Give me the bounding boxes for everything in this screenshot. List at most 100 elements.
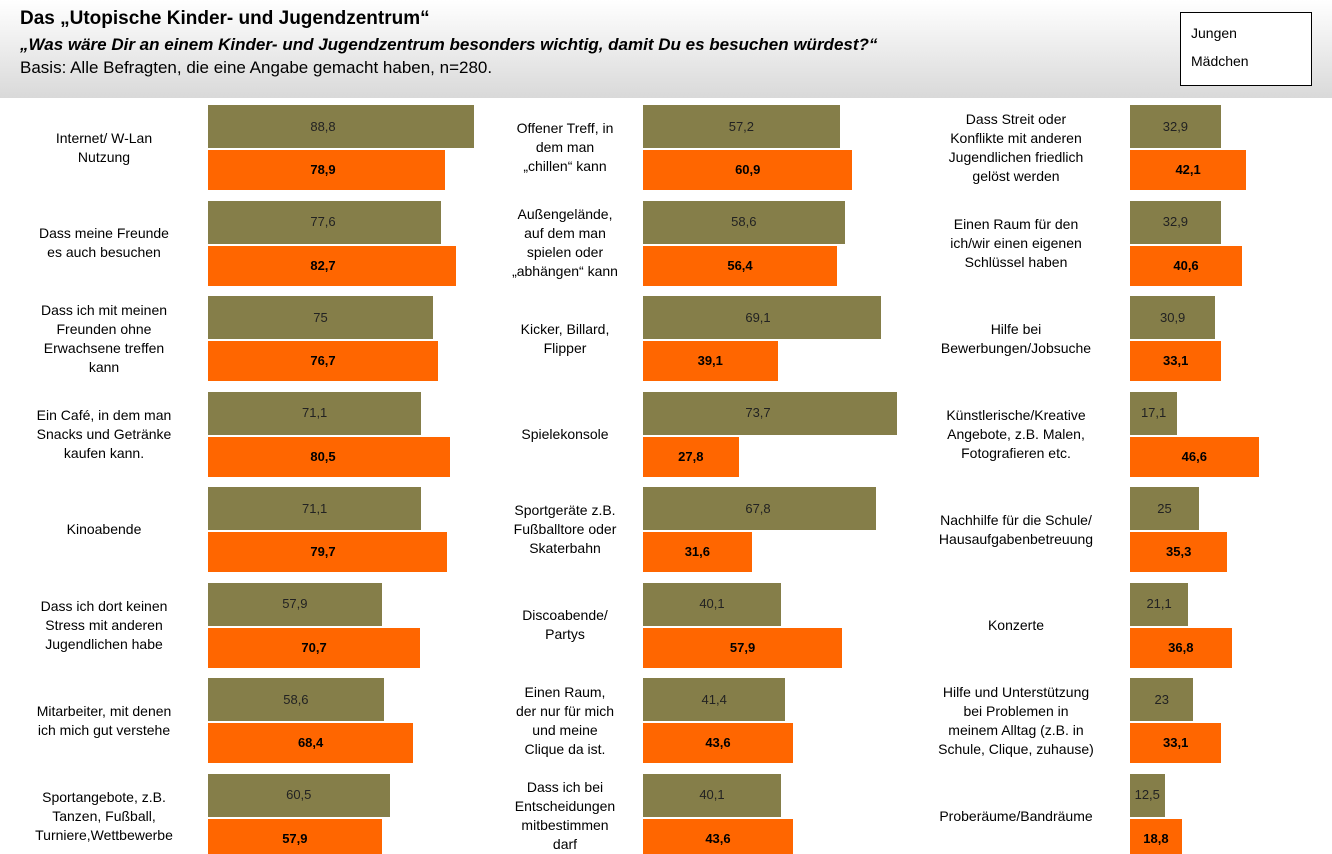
bar — [1130, 296, 1216, 339]
value-label: 27,8 — [678, 448, 704, 464]
bar — [208, 391, 422, 435]
value-label: 57,9 — [729, 639, 756, 655]
bar — [643, 296, 881, 339]
legend-item: Jungen — [1191, 25, 1301, 45]
category-label: Dass ich bei Entscheidungen mitbestimmen… — [514, 779, 616, 852]
value-label: 70,7 — [301, 639, 327, 655]
bar — [643, 391, 897, 435]
value-label: 88,8 — [310, 118, 336, 134]
value-label: 12,5 — [1134, 787, 1160, 802]
category-label: Künstlerische/Kreative Angebote, z.B. Ma… — [946, 406, 1086, 461]
category-label: Ein Café, in dem man Snacks und Getränke… — [36, 406, 172, 461]
bar — [643, 723, 793, 763]
note: Basis: Alle Befragten, die eine Angabe g… — [20, 58, 493, 77]
category-label: Hilfe und Unterstützung bei Problemen in… — [938, 683, 1094, 757]
bar — [208, 532, 448, 572]
value-label: 78,9 — [310, 162, 336, 177]
bar — [208, 436, 450, 477]
bar — [208, 818, 382, 854]
category-label: Dass ich dort keinen Stress mit anderen … — [40, 597, 168, 652]
value-label: 80,5 — [310, 448, 336, 464]
bar — [1130, 773, 1165, 817]
legend-item: Mädchen — [1191, 53, 1301, 73]
bar — [208, 200, 441, 244]
value-label: 40,6 — [1173, 257, 1199, 273]
value-label: 33,1 — [1163, 353, 1189, 368]
bar — [1130, 200, 1221, 244]
bar — [643, 818, 793, 854]
category-label: Dass ich mit meinen Freunden ohne Erwach… — [40, 301, 168, 375]
title: Das „Utopische Kinder- und Jugendzentrum… — [20, 8, 430, 29]
value-label: 46,6 — [1181, 448, 1207, 464]
value-label: 71,1 — [301, 500, 328, 516]
value-label: 23 — [1154, 691, 1169, 707]
bar — [208, 296, 433, 339]
value-label: 43,6 — [705, 830, 731, 846]
bar — [208, 487, 422, 530]
subtitle: „Was wäre Dir an einem Kinder- und Jugen… — [20, 35, 878, 54]
value-label: 17,1 — [1140, 405, 1167, 420]
value-label: 42,1 — [1175, 162, 1201, 177]
bar — [643, 582, 781, 626]
bar — [1130, 150, 1247, 190]
bar — [1130, 723, 1222, 763]
value-label: 58,6 — [731, 214, 757, 229]
value-label: 25 — [1157, 500, 1172, 516]
value-label: 32,9 — [1162, 214, 1189, 229]
value-label: 32,9 — [1162, 118, 1189, 134]
bar — [643, 341, 778, 381]
bar — [1130, 436, 1259, 477]
category-label: Konzerte — [987, 616, 1045, 633]
category-label: Dass Streit oder Konflikte mit anderen J… — [948, 110, 1084, 184]
bar — [208, 245, 457, 286]
category-label: Kinoabende — [66, 521, 142, 537]
bar — [643, 105, 840, 148]
bar — [208, 723, 414, 763]
category-label: Mitarbeiter, mit denen ich mich gut vers… — [36, 702, 172, 738]
value-label: 57,9 — [282, 830, 308, 846]
bar — [643, 487, 877, 530]
bar — [643, 245, 838, 286]
bar — [208, 150, 445, 190]
category-label: Nachhilfe für die Schule/ Hausaufgabenbe… — [938, 511, 1094, 547]
value-label: 79,7 — [310, 544, 336, 559]
value-label: 58,6 — [283, 691, 309, 707]
category-label: Spielekonsole — [521, 425, 609, 442]
value-label: 71,1 — [301, 405, 328, 420]
category-label: Einen Raum, der nur für mich und meine C… — [515, 683, 615, 757]
category-label: Einen Raum für den ich/wir einen eigenen… — [950, 215, 1082, 270]
bar — [643, 773, 781, 817]
category-label: Offener Treff, in dem man „chillen“ kann — [516, 120, 614, 174]
bar — [208, 773, 390, 817]
bar — [1130, 532, 1228, 572]
legend-label: Mädchen — [1191, 53, 1249, 69]
category-label: Dass meine Freunde es auch besuchen — [39, 225, 169, 260]
bar — [208, 105, 475, 148]
value-label: 60,9 — [735, 162, 761, 177]
category-label: Hilfe bei Bewerbungen/Jobsuche — [940, 320, 1092, 356]
bar — [1130, 245, 1243, 286]
bar — [208, 627, 421, 668]
value-label: 76,7 — [310, 353, 336, 368]
value-label: 36,8 — [1168, 639, 1194, 655]
bar — [643, 150, 853, 190]
value-label: 40,1 — [699, 787, 725, 802]
value-label: 18,8 — [1143, 830, 1169, 846]
category-label: Sportangebote, z.B. Tanzen, Fußball, Tur… — [35, 788, 173, 843]
value-label: 31,6 — [684, 544, 710, 559]
value-label: 41,4 — [701, 691, 727, 707]
bar — [643, 200, 845, 244]
bar — [1130, 582, 1189, 626]
bar — [1130, 487, 1199, 530]
value-label: 67,8 — [745, 500, 771, 516]
bar — [643, 436, 739, 477]
value-label: 77,6 — [310, 214, 336, 229]
value-label: 56,4 — [727, 257, 753, 273]
bar — [1130, 627, 1232, 668]
bar — [643, 678, 786, 721]
value-label: 40,1 — [699, 596, 725, 611]
value-label: 43,6 — [705, 735, 731, 750]
category-label: Außengelände, auf dem man spielen oder „… — [512, 206, 618, 279]
value-label: 73,7 — [745, 405, 771, 420]
